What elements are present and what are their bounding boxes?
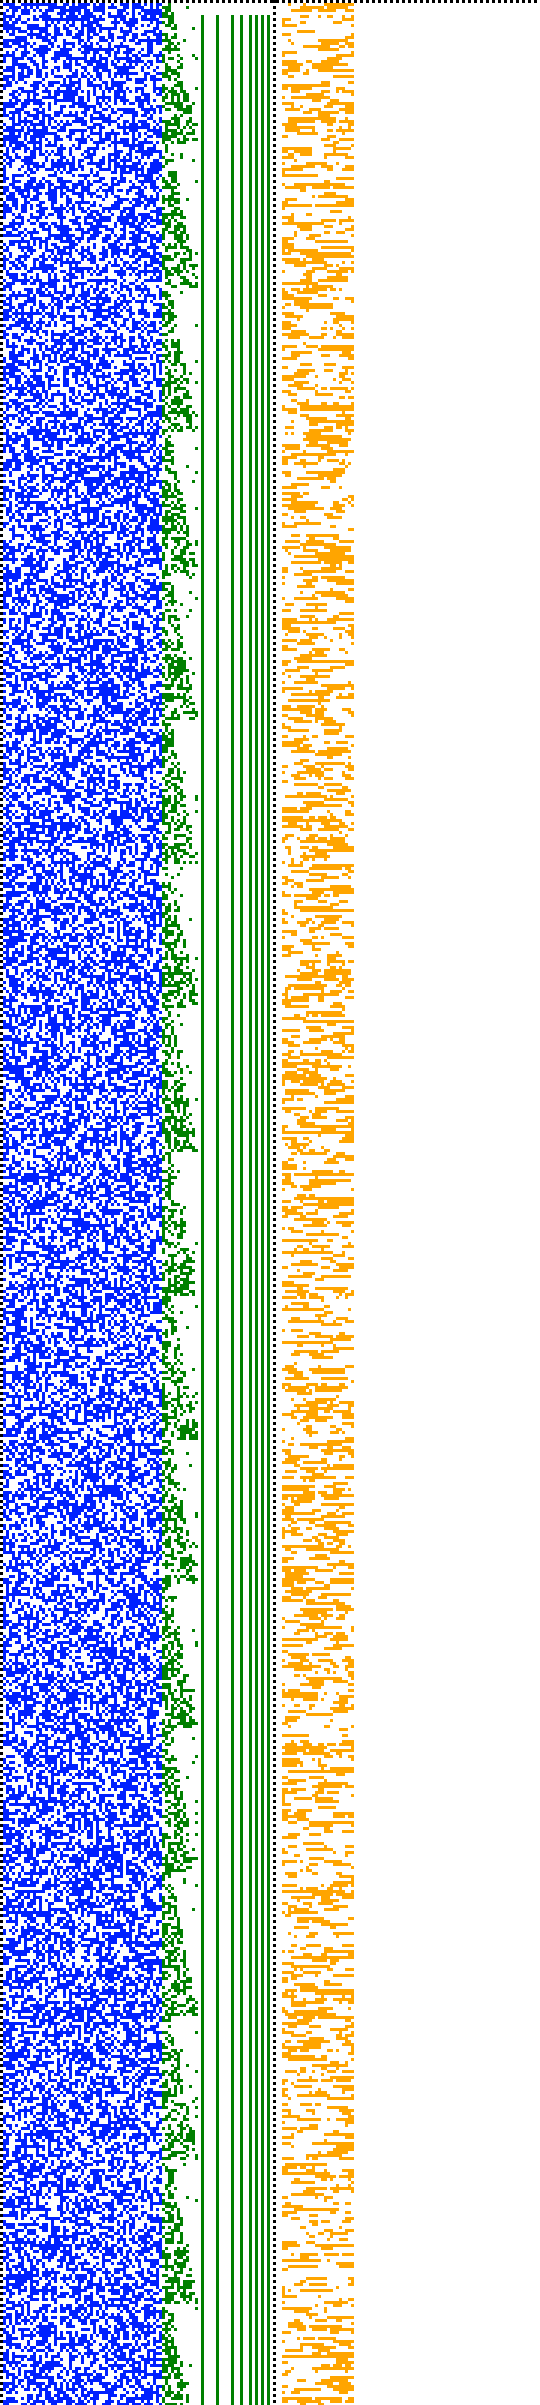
sparse-matrix-visualization [0,0,540,2405]
